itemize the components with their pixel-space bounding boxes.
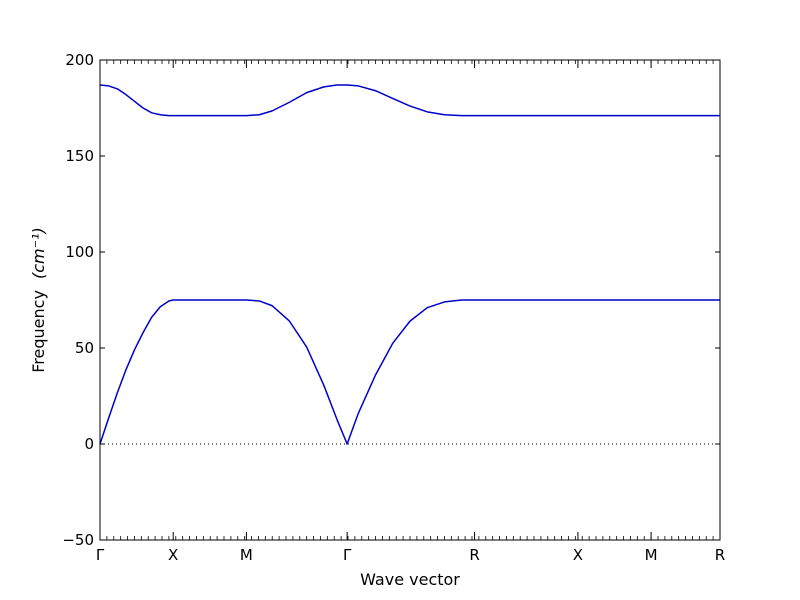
x-tick-label: X [168,546,178,564]
series-layer [99,84,720,445]
x-tick-label: Γ [96,546,105,564]
x-tick-label: M [645,546,658,564]
y-tick-label: 100 [65,243,94,261]
x-tick-label: M [240,546,253,564]
y-tick-label: −50 [62,531,94,549]
y-axis-label-unit: (cm⁻¹) [29,227,48,279]
x-axis-label: Wave vector [360,570,460,589]
y-tick-label: 0 [84,435,94,453]
x-tick-label: Γ [343,546,352,564]
x-tick-label: X [573,546,583,564]
y-tick-label: 150 [65,147,94,165]
band-line-2 [99,84,720,117]
y-tick-label: 50 [75,339,94,357]
minor-tick-layer [99,60,721,540]
band-line-1 [99,299,720,445]
y-tick-layer: −50 0 50 100 150 200 [62,51,720,549]
x-tick-label: R [469,546,479,564]
y-tick-label: 200 [65,51,94,69]
y-axis-label-text: Frequency [29,290,48,373]
x-tick-label: R [715,546,725,564]
y-axis-label: Frequency (cm⁻¹) [29,227,48,372]
